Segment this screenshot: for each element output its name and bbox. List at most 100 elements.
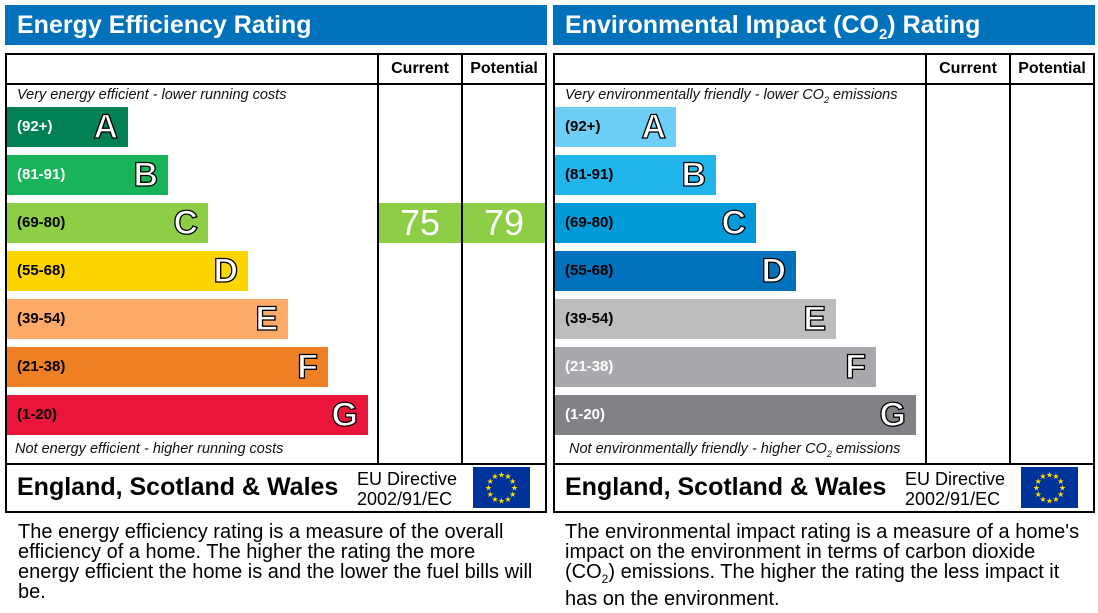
band-letter: B (133, 155, 159, 194)
description: The energy efficiency rating is a measur… (18, 521, 533, 603)
directive-line: EU Directive (905, 469, 1006, 489)
eu-star-icon: ★ (1059, 484, 1066, 493)
eu-star-icon: ★ (1035, 477, 1042, 486)
chart-title: Energy Efficiency Rating (5, 5, 547, 45)
band-range: (69-80) (565, 214, 614, 231)
eu-star-icon: ★ (498, 497, 505, 506)
eu-star-icon: ★ (498, 471, 505, 480)
band-range: (1-20) (17, 406, 58, 423)
eu-star-icon: ★ (487, 490, 494, 499)
bottom-note: Not environmentally friendly - higher CO… (569, 441, 901, 459)
band-range: (21-38) (17, 358, 66, 375)
rating-bar-e: (39-54) E (555, 299, 836, 339)
band-range: (81-91) (565, 166, 614, 183)
band-range: (92+) (17, 118, 53, 135)
band-letter: C (173, 203, 199, 242)
rating-bar-f: (21-38) F (7, 347, 328, 387)
column-header-current: Current (391, 60, 449, 77)
eu-star-icon: ★ (1057, 477, 1064, 486)
bottom-note: Not energy efficient - higher running co… (15, 441, 284, 457)
footer-divider (7, 463, 545, 465)
eu-star-icon: ★ (1035, 490, 1042, 499)
eu-star-icon: ★ (1039, 495, 1046, 504)
eu-star-icon: ★ (1052, 495, 1059, 504)
footer-divider (555, 463, 1093, 465)
rating-bar-g: (1-20) G (555, 395, 916, 435)
rating-bar-d: (55-68) D (7, 251, 248, 291)
eu-star-icon: ★ (511, 484, 518, 493)
rating-bar-c: (69-80) C (555, 203, 756, 243)
column-divider (1009, 55, 1011, 465)
rating-bar-f: (21-38) F (555, 347, 876, 387)
rating-table: Current Potential Very environmentally fri… (553, 53, 1095, 513)
eu-star-icon: ★ (504, 472, 511, 481)
top-note: Very energy efficient - lower running co… (17, 87, 287, 103)
header-divider (555, 83, 1093, 85)
band-letter: E (803, 299, 827, 338)
rating-bar-d: (55-68) D (555, 251, 796, 291)
chart-title: Environmental Impact (CO2) Rating (553, 5, 1095, 45)
eu-directive: EU Directive 2002/91/EC (905, 469, 1005, 509)
rating-table: Current Potential Very energy efficient - … (5, 53, 547, 513)
environmental-impact-panel: Environmental Impact (CO2) Rating Current… (553, 0, 1095, 613)
band-letter: G (331, 395, 359, 434)
rating-bar-c: (69-80) C (7, 203, 208, 243)
eu-directive: EU Directive 2002/91/EC (357, 469, 457, 509)
band-range: (39-54) (565, 310, 614, 327)
band-range: (92+) (565, 118, 601, 135)
eu-star-icon: ★ (1033, 484, 1040, 493)
eu-flag-icon: ★ ★ ★ ★ ★ ★ ★ ★ ★ ★ ★ ★ (473, 467, 530, 508)
current-rating-value: 75 (379, 203, 461, 243)
eu-star-icon: ★ (1057, 490, 1064, 499)
region-label: England, Scotland & Wales (17, 473, 339, 501)
region-label: England, Scotland & Wales (565, 473, 887, 501)
header-divider (7, 83, 545, 85)
band-letter: B (681, 155, 707, 194)
rating-bar-e: (39-54) E (7, 299, 288, 339)
rating-bar-g: (1-20) G (7, 395, 368, 435)
band-letter: A (93, 107, 119, 146)
directive-number: 2002/91/EC (905, 489, 1001, 509)
eu-star-icon: ★ (485, 484, 492, 493)
energy-efficiency-panel: Energy Efficiency Rating Current Potential… (5, 0, 547, 613)
band-letter: D (213, 251, 239, 290)
band-range: (21-38) (565, 358, 614, 375)
rating-bar-b: (81-91) B (7, 155, 168, 195)
band-letter: F (297, 347, 319, 386)
eu-star-icon: ★ (491, 495, 498, 504)
eu-star-icon: ★ (1052, 472, 1059, 481)
eu-star-icon: ★ (487, 477, 494, 486)
directive-number: 2002/91/EC (357, 489, 453, 509)
band-range: (55-68) (565, 262, 614, 279)
band-range: (69-80) (17, 214, 66, 231)
band-letter: A (641, 107, 667, 146)
eu-star-icon: ★ (1046, 497, 1053, 506)
directive-line: EU Directive (357, 469, 458, 489)
eu-star-icon: ★ (1046, 471, 1053, 480)
band-range: (81-91) (17, 166, 66, 183)
band-letter: E (255, 299, 279, 338)
column-header-potential: Potential (470, 60, 538, 77)
band-range: (55-68) (17, 262, 66, 279)
top-note: Very environmentally friendly - lower CO… (565, 87, 898, 105)
band-letter: G (879, 395, 907, 434)
band-letter: D (761, 251, 787, 290)
eu-star-icon: ★ (504, 495, 511, 504)
band-letter: F (845, 347, 867, 386)
column-header-current: Current (939, 60, 997, 77)
eu-star-icon: ★ (1039, 472, 1046, 481)
column-header-potential: Potential (1018, 60, 1086, 77)
rating-bar-a: (92+) A (555, 107, 676, 147)
column-divider (377, 55, 379, 465)
column-divider (461, 55, 463, 465)
rating-bar-b: (81-91) B (555, 155, 716, 195)
eu-star-icon: ★ (509, 490, 516, 499)
eu-star-icon: ★ (491, 472, 498, 481)
band-range: (39-54) (17, 310, 66, 327)
eu-flag-icon: ★ ★ ★ ★ ★ ★ ★ ★ ★ ★ ★ ★ (1021, 467, 1078, 508)
rating-bar-a: (92+) A (7, 107, 128, 147)
eu-star-icon: ★ (509, 477, 516, 486)
description: The environmental impact rating is a mea… (565, 521, 1080, 610)
potential-rating-value: 79 (463, 203, 545, 243)
band-letter: C (721, 203, 747, 242)
